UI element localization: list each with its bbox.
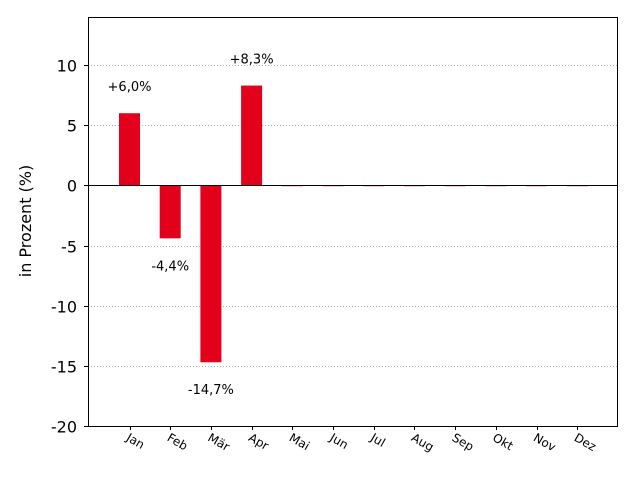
x-axis-ticks: Jan Feb Mär Apr Mai Jun Jul Aug Sep Okt Nov Dez [123,426,599,454]
x-tick-label: Mär [205,430,232,453]
data-label: -14,7% [188,383,234,398]
bar-mär [200,185,222,363]
data-labels: +6,0% -4,4% -14,7% +8,3% [108,53,274,399]
x-tick-label: Dez [572,430,599,454]
y-tick-label: 10 [57,57,77,76]
y-axis-ticks: 10 5 0 -5 -10 -15 -20 [51,57,88,437]
data-label: +8,3% [230,53,274,68]
bar-jan [119,113,140,186]
gridlines [88,65,617,367]
bars [119,85,588,363]
x-tick-label: Aug [409,430,436,454]
y-axis-label: in Prozent (%) [16,165,35,277]
x-tick-label: Jul [367,430,387,450]
x-tick-label: Mai [287,430,312,453]
y-tick-label: -10 [51,298,77,317]
y-tick-label: 5 [67,117,77,136]
y-tick-label: -20 [51,418,77,437]
bar-feb [159,185,181,239]
x-tick-label: Sep [450,430,477,453]
y-tick-label: -5 [61,238,77,257]
plot-frame [88,17,618,427]
x-tick-label: Nov [531,430,558,454]
x-tick-label: Apr [246,430,271,453]
y-tick-label: -15 [51,358,77,377]
data-label: -4,4% [151,259,189,274]
data-label: +6,0% [108,80,152,95]
x-tick-label: Jan [123,430,147,452]
y-tick-label: 0 [67,177,77,196]
bar-apr [241,85,263,186]
x-tick-label: Okt [490,430,516,453]
x-tick-label: Feb [165,430,190,453]
x-tick-label: Jun [327,430,351,452]
